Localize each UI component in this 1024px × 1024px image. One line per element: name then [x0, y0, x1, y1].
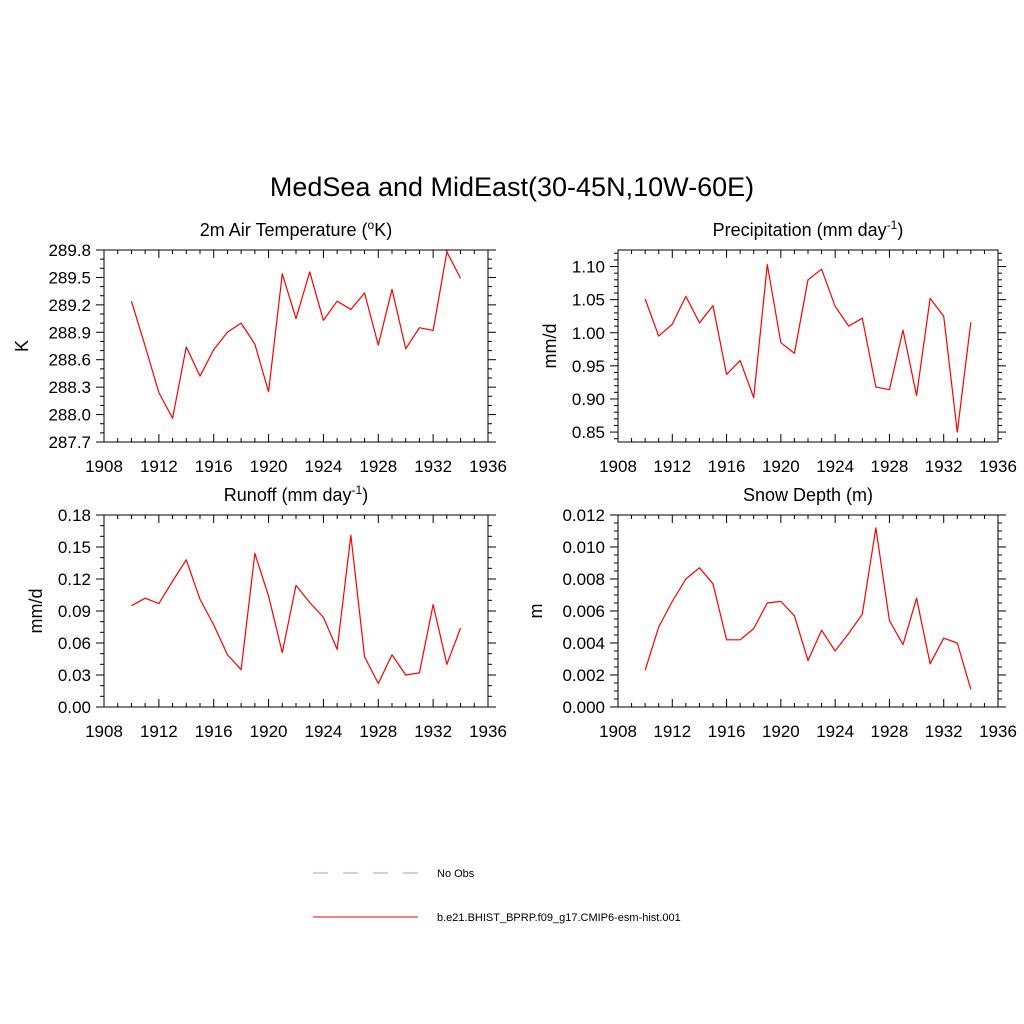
plot-frame: [103, 514, 489, 708]
y-tick-label: 0.15: [58, 538, 91, 557]
x-tick-label: 1912: [140, 722, 178, 741]
x-tick-label: 1916: [195, 457, 233, 476]
panel-precipitation: Precipitation (mm day-1) 1908 1912 1916 1920…: [540, 218, 1017, 476]
y-tick-label: 0.000: [562, 698, 605, 717]
panel-title-superscript: o: [368, 218, 375, 232]
x-tick-label: 1908: [599, 457, 637, 476]
x-tick-label: 1908: [599, 722, 637, 741]
panel-runoff: Runoff (mm day-1) 1908 1912 1916 1920 1924 192…: [26, 483, 507, 741]
y-tick-label: 0.006: [562, 602, 605, 621]
legend-label: No Obs: [437, 868, 475, 880]
y-axis-label: mm/d: [540, 324, 560, 369]
y-tick-label: 0.18: [58, 506, 91, 525]
x-tick-label: 1916: [195, 722, 233, 741]
y-tick-label: 288.9: [48, 323, 91, 342]
panel-title: Runoff (mm day-1): [224, 483, 368, 505]
x-tick-label: 1916: [708, 457, 746, 476]
y-tick-label: 0.90: [572, 390, 605, 409]
panels: 2m Air Temperature (oK)1908 1912 1916 1920 1…: [12, 218, 1017, 741]
panel-title-superscript: -1: [352, 483, 363, 497]
y-tick-label: 289.2: [48, 296, 91, 315]
y-tick-label: 288.3: [48, 378, 91, 397]
x-tick-label: 1920: [250, 457, 288, 476]
panel-title-tail: K): [374, 220, 392, 240]
panel-title: Precipitation (mm day-1): [713, 218, 904, 240]
plot-frame: [617, 249, 999, 443]
y-tick-label: 0.12: [58, 570, 91, 589]
x-tick-label: 1912: [653, 457, 691, 476]
y-tick-label: 0.002: [562, 666, 605, 685]
series-line-precipitation: [644, 263, 972, 433]
x-tick-label: 1936: [979, 457, 1017, 476]
x-tick-label: 1912: [653, 722, 691, 741]
plot-frame: [617, 514, 999, 708]
panel-title-tail: ): [897, 220, 903, 240]
x-tick-label: 1920: [762, 457, 800, 476]
x-tick-label: 1928: [871, 722, 909, 741]
panel-title-tail: ): [362, 485, 368, 505]
x-tick-label: 1936: [469, 722, 507, 741]
x-tick-label: 1936: [979, 722, 1017, 741]
legend-label: b.e21.BHIST_BPRP.f09_g17.CMIP6-esm-hist.…: [437, 912, 681, 924]
y-tick-label: 1.00: [572, 324, 605, 343]
y-tick-label: 0.06: [58, 634, 91, 653]
legend: No Obs b.e21.BHIST_BPRP.f09_g17.CMIP6-esm…: [313, 868, 681, 924]
y-tick-label: 288.0: [48, 406, 91, 425]
series-line-snow-depth: [644, 527, 972, 690]
y-tick-label: 287.7: [48, 433, 91, 452]
x-tick-label: 1908: [85, 457, 123, 476]
y-tick-label: 0.00: [58, 698, 91, 717]
y-tick-label: 0.004: [562, 634, 605, 653]
x-tick-label: 1936: [469, 457, 507, 476]
x-tick-label: 1932: [414, 457, 452, 476]
plot-frame: [103, 249, 489, 443]
series-line-runoff: [131, 534, 462, 685]
x-tick-label: 1932: [925, 722, 963, 741]
panel-title-main: 2m Air Temperature (: [200, 220, 368, 240]
y-tick-label: 0.95: [572, 357, 605, 376]
panel-temperature: 2m Air Temperature (oK) 1908 1912 1916 1920 1…: [12, 218, 507, 476]
panel-title: Snow Depth (m): [743, 485, 873, 505]
y-tick-label: 0.010: [562, 538, 605, 557]
series-line-temperature: [130, 251, 462, 419]
panel-snow-depth: Snow Depth (m) 1908 1912 1916 1920 1924 1928 19…: [526, 485, 1017, 741]
x-tick-label: 1908: [85, 722, 123, 741]
figure-title: MedSea and MidEast(30-45N,10W-60E): [270, 172, 754, 202]
panel-title-main: Snow Depth (m): [743, 485, 873, 505]
y-axis-label: m: [526, 604, 546, 619]
x-tick-label: 1916: [708, 722, 746, 741]
x-tick-label: 1924: [305, 457, 343, 476]
x-tick-label: 1924: [816, 457, 854, 476]
y-tick-label: 289.5: [48, 268, 91, 287]
x-tick-label: 1928: [359, 722, 397, 741]
panel-title: 2m Air Temperature (oK): [200, 218, 392, 240]
panel-title-superscript: -1: [887, 218, 898, 232]
y-axis-label: mm/d: [26, 589, 46, 634]
x-tick-label: 1924: [305, 722, 343, 741]
y-tick-label: 0.008: [562, 570, 605, 589]
y-tick-label: 288.6: [48, 351, 91, 370]
y-tick-label: 289.8: [48, 241, 91, 260]
x-tick-label: 1912: [140, 457, 178, 476]
x-tick-label: 1932: [414, 722, 452, 741]
panel-title-main: Precipitation (mm day: [713, 220, 887, 240]
y-tick-label: 0.09: [58, 602, 91, 621]
x-tick-label: 1928: [871, 457, 909, 476]
x-tick-label: 1924: [816, 722, 854, 741]
y-tick-label: 1.10: [572, 258, 605, 277]
x-tick-label: 1928: [359, 457, 397, 476]
x-tick-label: 1920: [250, 722, 288, 741]
y-tick-label: 0.85: [572, 423, 605, 442]
y-tick-label: 0.03: [58, 666, 91, 685]
x-tick-label: 1932: [925, 457, 963, 476]
y-axis-label: K: [12, 340, 32, 352]
y-tick-label: 0.012: [562, 506, 605, 525]
x-tick-label: 1920: [762, 722, 800, 741]
panel-title-main: Runoff (mm day: [224, 485, 352, 505]
y-tick-label: 1.05: [572, 291, 605, 310]
